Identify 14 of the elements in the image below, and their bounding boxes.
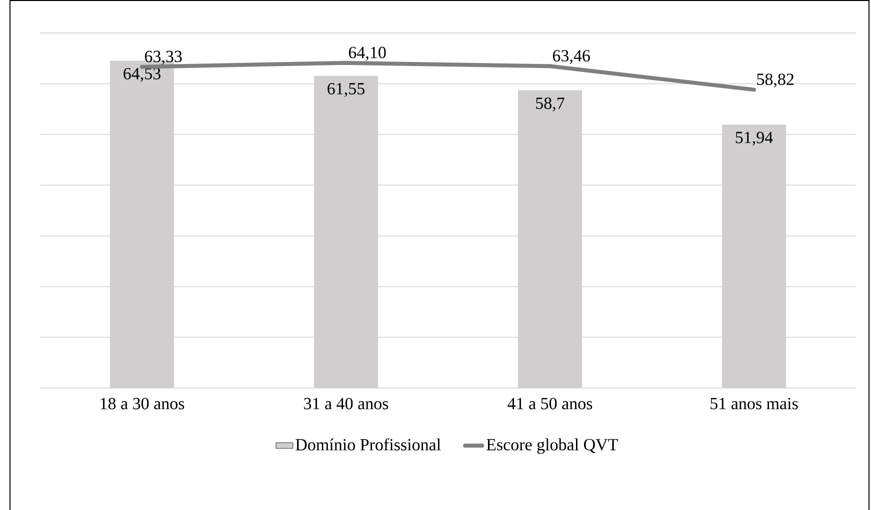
data-label: 64,53 xyxy=(124,68,160,82)
data-label: 63,33 xyxy=(144,50,182,65)
data-label: 64,10 xyxy=(348,46,386,61)
legend-label: Escore global QVT xyxy=(486,438,618,454)
data-label: 58,7 xyxy=(536,98,564,112)
data-label: 61,55 xyxy=(328,83,364,97)
data-label: 51,94 xyxy=(736,132,773,146)
x-tick-label: 18 a 30 anos xyxy=(100,398,184,410)
legend-label: Domínio Profissional xyxy=(296,438,441,450)
data-label: 58,82 xyxy=(757,74,794,88)
x-tick-label: 51 anos mais xyxy=(710,398,798,410)
x-tick-label: 31 a 40 anos xyxy=(304,398,388,410)
x-tick-label: 41 a 50 anos xyxy=(508,398,592,410)
data-label: 63,46 xyxy=(552,50,590,64)
